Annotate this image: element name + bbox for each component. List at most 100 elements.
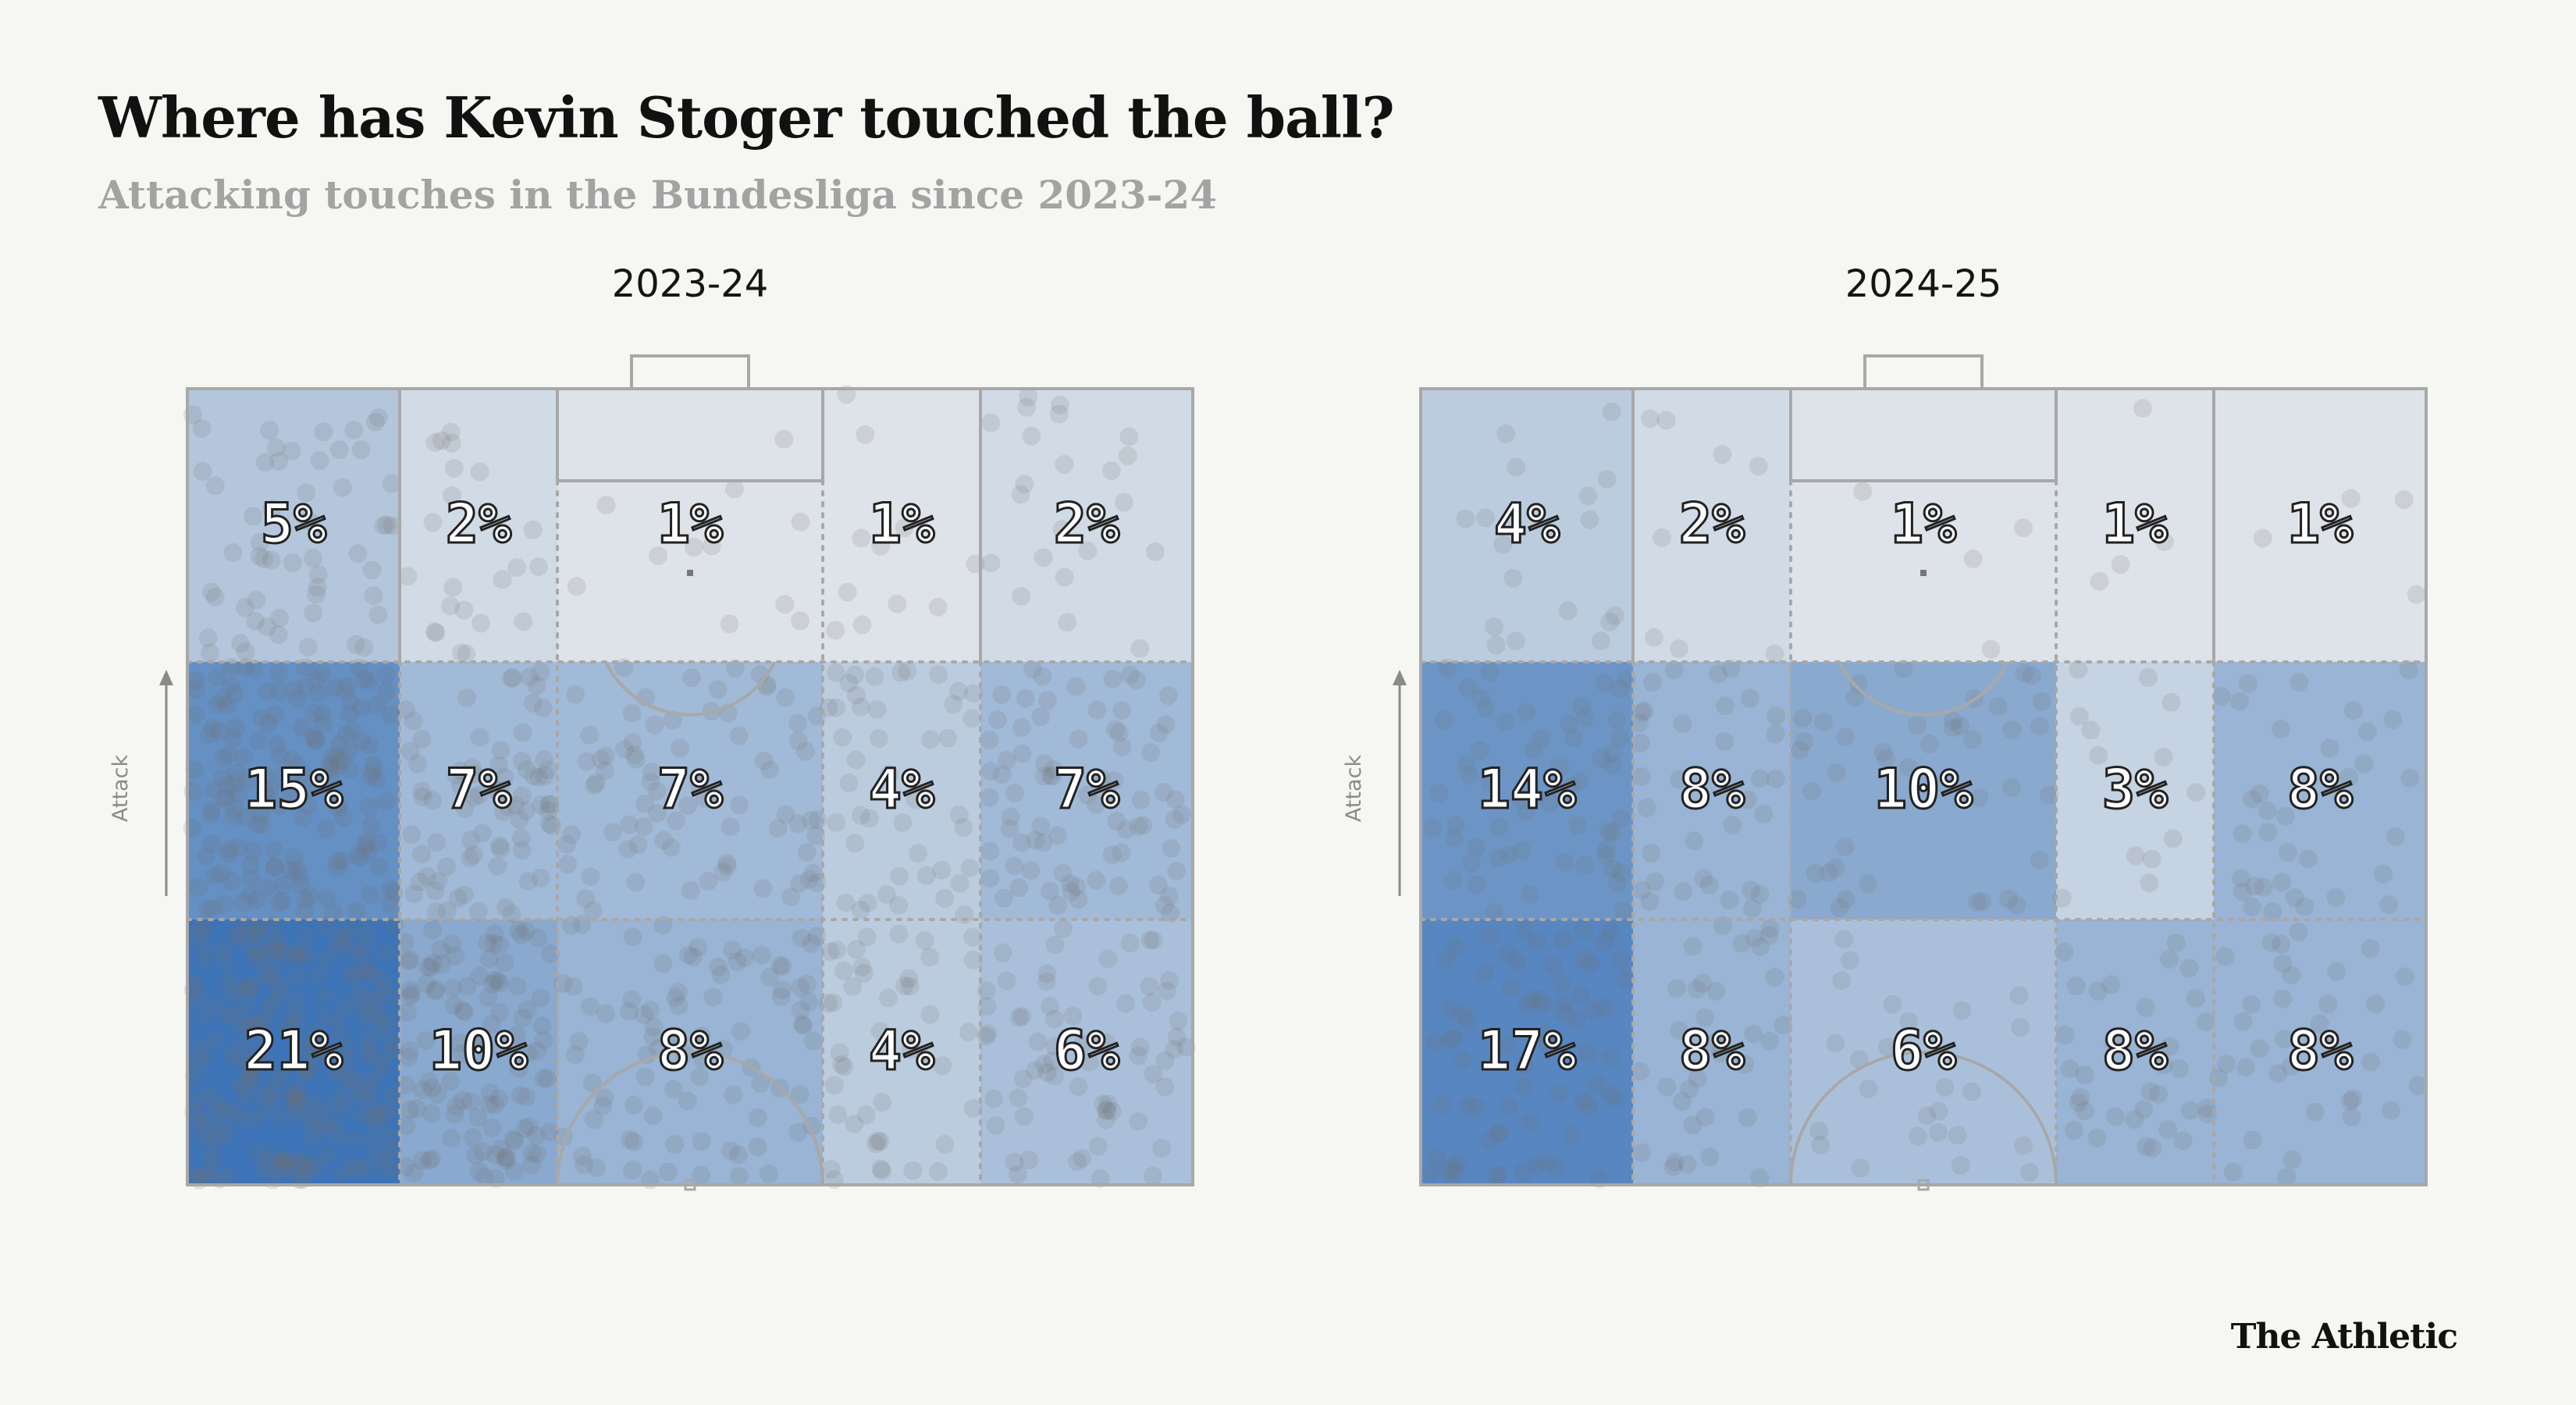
touch-dot — [1456, 509, 1475, 528]
touch-dot — [880, 764, 899, 784]
touch-dot — [2275, 1030, 2294, 1049]
touch-dot — [2295, 897, 2314, 916]
touch-dot — [1489, 1124, 1509, 1144]
touch-dot — [2014, 518, 2033, 538]
touch-dot — [277, 1152, 297, 1172]
touch-dot — [1448, 1153, 1468, 1172]
touch-dot — [776, 805, 795, 824]
touch-dot — [1999, 889, 2019, 909]
touch-dot — [1513, 1163, 1532, 1183]
touch-dot — [194, 1047, 213, 1066]
touch-dot — [361, 816, 381, 835]
touch-dot — [336, 724, 356, 744]
touch-dot — [1446, 1160, 1465, 1179]
pitch-markings — [1419, 354, 2428, 1191]
touch-dot — [1695, 1008, 1714, 1027]
touch-dot — [281, 787, 301, 806]
touch-dot — [1561, 1126, 1581, 1145]
touch-dot — [1574, 855, 1594, 874]
touch-dot — [1460, 766, 1479, 785]
touch-dot — [1555, 1004, 1574, 1023]
touch-dot — [1652, 528, 1671, 547]
touch-dot — [529, 557, 549, 577]
heat-cell — [980, 919, 1193, 1185]
touch-dot — [524, 767, 543, 786]
touch-dot — [1423, 818, 1443, 838]
touch-dot — [1442, 1166, 1461, 1186]
touch-dot — [295, 1106, 315, 1126]
touch-dot — [2081, 720, 2101, 740]
touch-dot — [340, 921, 359, 941]
touch-dot — [244, 507, 263, 526]
touch-dot — [1486, 635, 1506, 655]
touch-dot — [484, 934, 503, 953]
touch-dot — [1499, 845, 1518, 864]
touch-dot — [518, 872, 538, 891]
touch-dot — [482, 974, 502, 994]
touch-dot — [441, 596, 461, 616]
touch-dot — [312, 663, 332, 683]
touch-dot — [1429, 784, 1449, 803]
touch-dot — [236, 1076, 255, 1095]
touch-dot — [282, 441, 301, 461]
touch-dot — [1631, 734, 1650, 753]
touch-dot — [471, 1030, 491, 1050]
touch-dot — [2186, 783, 2206, 802]
touch-dot — [325, 1115, 344, 1134]
touch-dot — [534, 750, 553, 770]
attack-label: Attack — [1342, 755, 1366, 823]
touch-dot — [557, 834, 577, 854]
touch-dot — [2166, 934, 2186, 953]
touch-dot — [618, 840, 638, 859]
touch-dot — [219, 968, 238, 987]
touch-dot — [768, 819, 788, 838]
heat-cell — [2056, 662, 2214, 919]
touch-dot — [1535, 1026, 1555, 1045]
touch-dot — [920, 948, 940, 967]
touch-dot — [244, 1058, 263, 1077]
touch-dot — [1426, 1147, 1446, 1167]
touch-dot — [2273, 989, 2293, 1008]
touch-dot — [1571, 985, 1591, 1005]
touch-dot — [728, 1145, 748, 1165]
touch-dot — [437, 857, 457, 877]
touch-dot — [1031, 707, 1051, 727]
cell-percentage: 17% — [1478, 1019, 1576, 1083]
penalty-arc — [1838, 661, 2009, 717]
pitch-markings — [186, 354, 1194, 1191]
touch-dot — [1632, 1143, 1652, 1162]
heat-cell — [1633, 389, 1791, 662]
touch-dot — [1678, 1154, 1697, 1174]
touch-dots — [1421, 399, 2428, 1189]
touch-dot — [1665, 1152, 1685, 1172]
touch-dot — [352, 1083, 372, 1103]
touch-dot — [193, 919, 212, 938]
touch-dot — [1657, 1077, 1677, 1097]
touch-dot — [518, 1000, 537, 1019]
touch-dot — [294, 764, 313, 784]
touch-dot — [2060, 1059, 2080, 1079]
touch-dot — [1506, 631, 1525, 651]
touch-dot — [323, 902, 343, 922]
touch-dot — [284, 848, 304, 867]
touch-dot — [799, 992, 819, 1012]
touch-dot — [354, 670, 374, 689]
pitch-2023-24: 2023-245% 2% 1% 1% 2%15% 7% 7% 4% 7%21% 10% 8% 4% 6%… — [109, 262, 1196, 1191]
touch-dot — [361, 885, 380, 905]
touch-dot — [891, 663, 911, 682]
touch-dot — [788, 814, 808, 834]
touch-dot — [208, 1101, 228, 1121]
touch-dot — [516, 1087, 535, 1107]
touch-dot — [1574, 1091, 1594, 1111]
touch-dot — [1468, 875, 1487, 895]
touch-dot — [596, 496, 616, 515]
touch-dot — [792, 928, 811, 948]
touch-dot — [541, 944, 560, 964]
touch-dot — [915, 1049, 934, 1069]
touch-dot — [1849, 1050, 1869, 1069]
touch-dot — [1129, 1112, 1148, 1131]
touch-dot — [1107, 812, 1126, 831]
touch-dot — [503, 1129, 523, 1149]
touch-dot — [1496, 1035, 1516, 1055]
touch-dot — [307, 731, 326, 750]
